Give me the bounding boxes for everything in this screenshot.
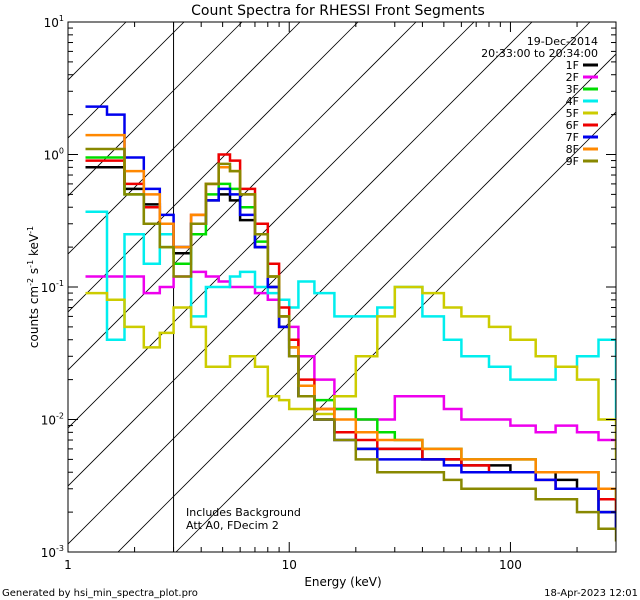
y-axis-label: counts cm-2 s-1 keV-1 [26, 226, 41, 348]
series-lines [85, 105, 616, 542]
x-axis-label: Energy (keV) [304, 575, 381, 589]
footer-generator: Generated by hsi_min_spectra_plot.pro [2, 588, 198, 599]
hatch-line [68, 22, 417, 371]
legend-label-6f: 6F [566, 119, 579, 132]
footer-timestamp: 18-Apr-2023 12:01 [544, 588, 638, 599]
y-tick-label: 100 [44, 147, 64, 163]
y-tick-label: 10-1 [41, 279, 64, 295]
legend-date: 19-Dec-2014 [527, 35, 598, 48]
x-tick-label: 1 [64, 558, 72, 572]
annotation-attenuator: Att A0, FDecim 2 [186, 519, 279, 532]
hatch-line [68, 22, 301, 255]
series-line-9f [85, 147, 616, 542]
hatch-line [68, 22, 359, 313]
y-tick-label: 10-3 [41, 544, 64, 560]
x-tick-label: 100 [499, 558, 522, 572]
hatch-line [68, 22, 185, 139]
legend-label-5f: 5F [566, 107, 579, 120]
hatch-line [68, 22, 243, 197]
hatch-line [68, 22, 591, 545]
legend-label-2f: 2F [566, 71, 579, 84]
legend-label-1f: 1F [566, 59, 579, 72]
y-tick-label: 101 [44, 14, 64, 30]
hatch-line [117, 53, 616, 552]
y-tick-label: 10-2 [41, 412, 64, 428]
hatch-line [175, 111, 616, 552]
x-axis: 1 10 100 [64, 22, 617, 572]
legend: 19-Dec-2014 20:33:00 to 20:34:00 1F2F3F4… [481, 35, 598, 168]
legend-label-8f: 8F [566, 143, 579, 156]
legend-time-range: 20:33:00 to 20:34:00 [481, 47, 598, 60]
legend-label-7f: 7F [566, 131, 579, 144]
y-axis: 101 100 10-1 10-2 10-3 [41, 14, 616, 560]
legend-label-3f: 3F [566, 83, 579, 96]
legend-label-4f: 4F [566, 95, 579, 108]
annotation-background: Includes Background [186, 506, 301, 519]
chart-title: Count Spectra for RHESSI Front Segments [191, 3, 485, 19]
x-tick-label: 10 [282, 558, 297, 572]
series-line-2f [85, 270, 616, 449]
series-line-4f [85, 210, 616, 420]
legend-label-9f: 9F [566, 155, 579, 168]
hatch-box [68, 22, 174, 552]
